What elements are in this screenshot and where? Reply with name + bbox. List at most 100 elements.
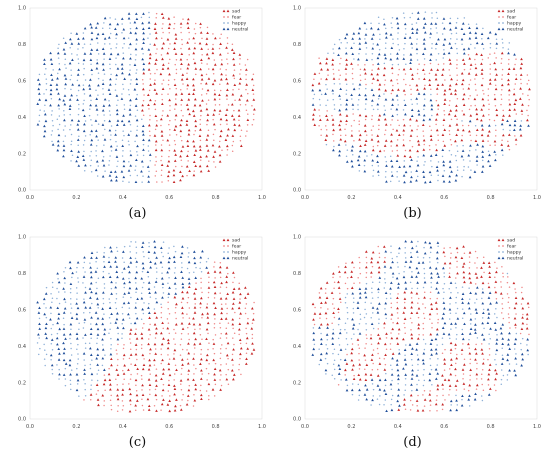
fear-point xyxy=(372,145,375,148)
sad-point xyxy=(225,275,229,278)
fear-point xyxy=(371,265,374,268)
happy-point xyxy=(109,32,112,35)
fear-point xyxy=(136,373,139,375)
neutral-point xyxy=(102,255,106,258)
neutral-point xyxy=(134,97,138,100)
fear-point xyxy=(154,79,156,81)
neutral-point xyxy=(140,277,144,280)
happy-point xyxy=(364,108,367,110)
happy-point xyxy=(370,22,372,25)
fear-point xyxy=(201,53,203,56)
neutral-point xyxy=(363,149,367,153)
happy-point xyxy=(404,257,407,259)
happy-point xyxy=(58,62,61,65)
happy-point xyxy=(384,156,386,158)
fear-point xyxy=(200,384,202,387)
neutral-point xyxy=(469,291,472,295)
happy-point xyxy=(77,144,79,147)
sad-point xyxy=(181,306,184,309)
happy-point xyxy=(449,17,452,20)
happy-point xyxy=(89,108,91,110)
fear-point xyxy=(218,113,221,116)
neutral-point xyxy=(101,275,105,279)
sad-point xyxy=(487,377,490,381)
neutral-point xyxy=(331,342,335,346)
sad-point xyxy=(147,61,151,65)
neutral-point xyxy=(356,158,360,162)
neutral-point xyxy=(441,148,445,152)
neutral-point xyxy=(371,398,374,402)
neutral-point xyxy=(411,368,414,372)
scatter-plot-d: 0.0 0.2 0.4 0.6 0.8 1.00.00.20.40.60.81.0sadf… xyxy=(293,235,541,430)
neutral-point xyxy=(364,41,368,44)
happy-point xyxy=(97,306,99,309)
sad-point xyxy=(244,296,247,299)
happy-point xyxy=(358,394,361,397)
happy-point xyxy=(423,379,426,382)
happy-point xyxy=(64,367,67,370)
happy-point xyxy=(320,332,322,335)
neutral-point xyxy=(56,77,59,80)
neutral-point xyxy=(88,287,92,290)
sad-point xyxy=(168,72,171,76)
happy-point xyxy=(377,16,380,18)
happy-point xyxy=(123,245,126,248)
fear-point xyxy=(148,89,151,92)
fear-point xyxy=(332,276,334,279)
neutral-point xyxy=(89,78,92,81)
fear-point xyxy=(345,262,347,264)
happy-point xyxy=(142,281,145,284)
fear-point xyxy=(500,58,503,60)
y-tick-label: 1.0 xyxy=(18,235,26,241)
fear-point xyxy=(160,159,162,162)
happy-point xyxy=(51,140,53,143)
fear-point xyxy=(161,395,163,397)
sad-point xyxy=(186,362,190,365)
neutral-point xyxy=(135,270,139,274)
neutral-point xyxy=(319,352,323,356)
neutral-point xyxy=(365,388,369,391)
happy-point xyxy=(404,27,407,30)
sad-point xyxy=(337,286,341,289)
neutral-point xyxy=(166,270,169,274)
happy-point xyxy=(365,329,368,331)
neutral-point xyxy=(376,311,380,314)
fear-point xyxy=(162,139,164,141)
fear-point xyxy=(500,103,502,106)
fear-point xyxy=(219,337,222,339)
neutral-point xyxy=(123,77,126,80)
neutral-point xyxy=(434,347,438,351)
happy-point xyxy=(326,88,328,90)
fear-point xyxy=(410,297,413,299)
neutral-point xyxy=(389,281,393,284)
neutral-point xyxy=(68,61,72,65)
fear-point xyxy=(353,374,355,377)
happy-point xyxy=(527,353,529,356)
happy-point xyxy=(95,150,97,152)
happy-point xyxy=(84,364,86,367)
fear-point xyxy=(468,108,471,111)
fear-point xyxy=(403,301,406,304)
fear-point xyxy=(207,372,210,375)
fear-point xyxy=(219,379,221,381)
sad-point xyxy=(487,261,491,264)
fear-point xyxy=(462,343,464,345)
x-tick-label: 0.0 xyxy=(26,424,34,430)
neutral-point xyxy=(481,301,485,305)
sad-point xyxy=(214,36,217,40)
neutral-point xyxy=(372,33,375,36)
neutral-point xyxy=(89,103,92,107)
neutral-point xyxy=(38,327,42,330)
neutral-point xyxy=(434,267,438,270)
fear-point xyxy=(238,333,240,336)
fear-point xyxy=(214,104,217,106)
neutral-point xyxy=(108,57,112,60)
sad-point xyxy=(519,66,523,70)
fear-point xyxy=(180,383,182,385)
sad-point xyxy=(181,311,184,315)
fear-point xyxy=(212,33,214,35)
fear-point xyxy=(454,362,457,365)
happy-point xyxy=(431,114,433,117)
fear-point xyxy=(436,93,439,95)
neutral-point xyxy=(55,336,59,340)
